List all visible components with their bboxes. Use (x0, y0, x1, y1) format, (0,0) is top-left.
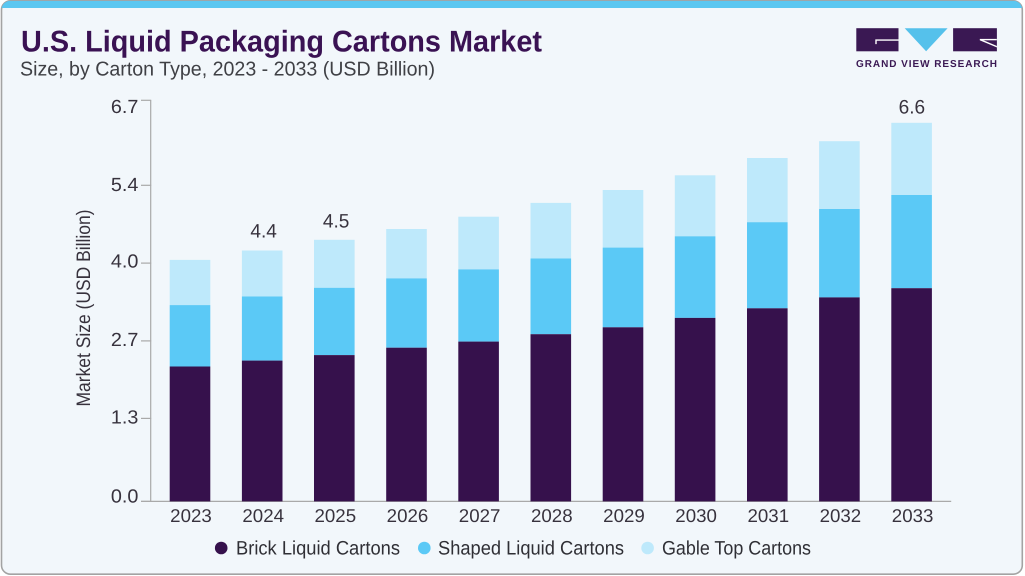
svg-text:2028: 2028 (531, 505, 573, 526)
svg-text:2027: 2027 (459, 505, 501, 526)
svg-text:5.4: 5.4 (111, 175, 139, 196)
svg-text:2023: 2023 (170, 505, 212, 526)
svg-text:6.6: 6.6 (899, 97, 926, 119)
svg-text:2.7: 2.7 (111, 330, 139, 351)
svg-text:2025: 2025 (315, 505, 357, 526)
svg-text:1.3: 1.3 (111, 408, 139, 429)
svg-text:2032: 2032 (820, 505, 862, 526)
svg-text:Brick Liquid Cartons: Brick Liquid Cartons (236, 538, 400, 560)
svg-text:4.5: 4.5 (323, 211, 350, 233)
svg-text:4.0: 4.0 (111, 252, 139, 273)
svg-text:Market Size (USD Billion): Market Size (USD Billion) (73, 210, 95, 407)
svg-text:2024: 2024 (242, 505, 284, 526)
svg-text:U.S. Liquid Packaging Cartons: U.S. Liquid Packaging Cartons Market (21, 26, 542, 59)
svg-text:GRAND VIEW RESEARCH: GRAND VIEW RESEARCH (856, 59, 997, 70)
svg-text:2029: 2029 (603, 505, 645, 526)
svg-text:2031: 2031 (748, 505, 790, 526)
svg-text:Size, by Carton Type, 2023 - 2: Size, by Carton Type, 2023 - 2033 (USD B… (20, 58, 435, 80)
svg-text:2033: 2033 (892, 505, 934, 526)
svg-text:Shaped Liquid Cartons: Shaped Liquid Cartons (438, 538, 624, 560)
svg-text:6.7: 6.7 (111, 97, 139, 118)
svg-text:2030: 2030 (675, 505, 717, 526)
svg-text:0.0: 0.0 (111, 487, 139, 508)
svg-text:Gable Top Cartons: Gable Top Cartons (662, 538, 811, 560)
svg-text:2026: 2026 (387, 505, 429, 526)
svg-text:4.4: 4.4 (250, 221, 277, 243)
